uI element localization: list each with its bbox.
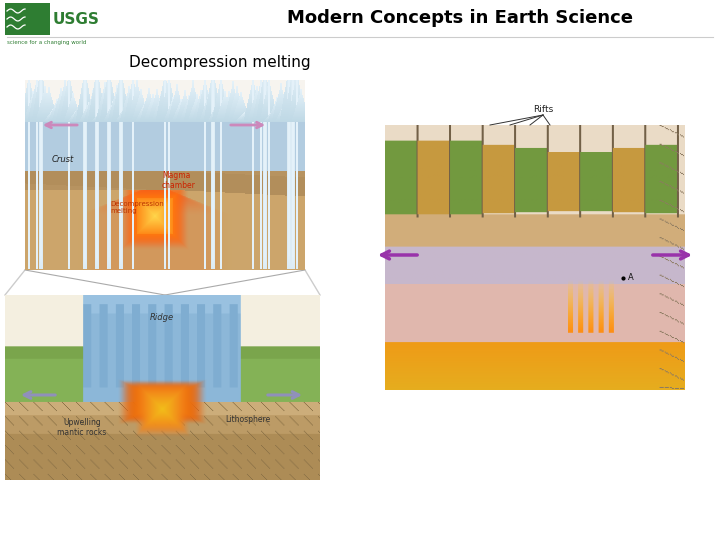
Text: science for a changing world: science for a changing world <box>7 40 86 45</box>
Text: Lithosphere: Lithosphere <box>225 415 271 424</box>
FancyBboxPatch shape <box>5 3 50 35</box>
Text: Crust: Crust <box>52 155 74 164</box>
Text: Upwelling
mantic rocks: Upwelling mantic rocks <box>58 417 107 437</box>
Text: Rifts: Rifts <box>533 105 553 114</box>
Text: A: A <box>628 273 634 282</box>
Text: Modern Concepts in Earth Science: Modern Concepts in Earth Science <box>287 9 633 27</box>
Text: USGS: USGS <box>53 11 100 26</box>
Text: Decompression melting: Decompression melting <box>129 55 311 70</box>
Polygon shape <box>25 270 305 295</box>
Text: Magma
chamber: Magma chamber <box>162 171 196 190</box>
Text: Ridge: Ridge <box>150 313 174 322</box>
Text: Decompression
melting: Decompression melting <box>110 201 163 214</box>
